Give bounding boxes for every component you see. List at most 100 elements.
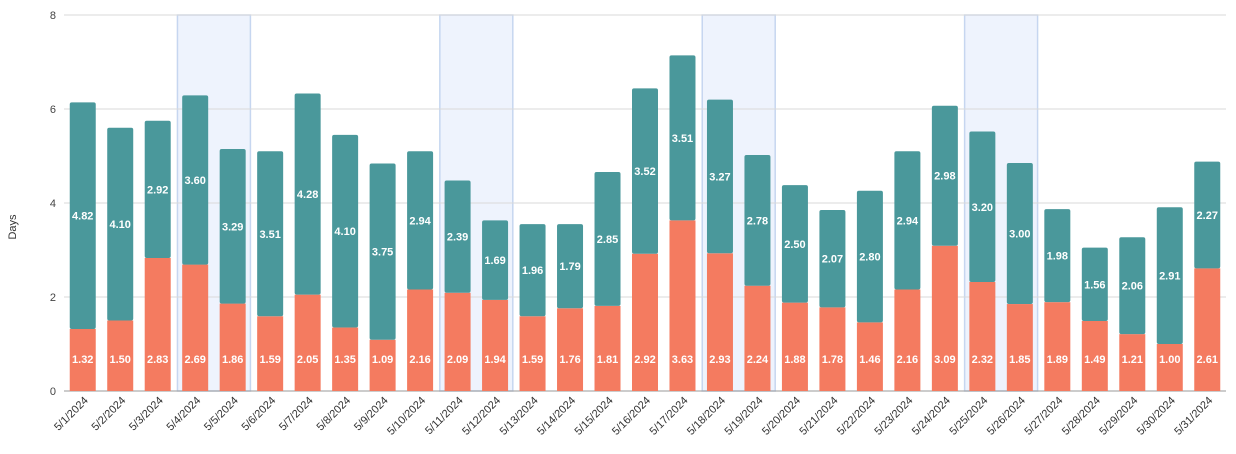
x-tick-label-5-26-2024: 5/26/2024 bbox=[985, 395, 1028, 438]
bar-segment-5-12-2024-s2 bbox=[482, 220, 509, 300]
bar-segment-5-2-2024-s2 bbox=[107, 127, 134, 321]
x-tick-label-5-23-2024: 5/23/2024 bbox=[872, 395, 915, 438]
bar-segment-5-16-2024-s2 bbox=[632, 88, 658, 254]
bar-segment-5-25-2024-s2 bbox=[969, 131, 996, 282]
bar-segment-5-10-2024-s1 bbox=[407, 289, 434, 391]
data-label-5-12-2024-s1: 1.94 bbox=[484, 354, 506, 366]
bar-segment-5-9-2024-s1 bbox=[369, 339, 396, 391]
data-label-5-5-2024-s1: 1.86 bbox=[222, 354, 243, 366]
data-label-5-17-2024-s1: 3.63 bbox=[672, 354, 693, 366]
data-label-5-1-2024-s1: 1.32 bbox=[72, 354, 93, 366]
data-label-5-25-2024-s2: 3.20 bbox=[972, 202, 993, 214]
x-tick-label-5-16-2024: 5/16/2024 bbox=[610, 395, 653, 438]
data-label-5-21-2024-s2: 2.07 bbox=[822, 254, 843, 266]
data-label-5-29-2024-s2: 2.06 bbox=[1122, 281, 1143, 293]
bar-segment-5-28-2024-s1 bbox=[1081, 320, 1108, 391]
data-label-5-14-2024-s1: 1.76 bbox=[559, 354, 580, 366]
x-tick-label-5-18-2024: 5/18/2024 bbox=[685, 395, 728, 438]
bar-segment-5-15-2024-s1 bbox=[594, 305, 621, 391]
data-label-5-15-2024-s1: 1.81 bbox=[597, 354, 618, 366]
data-label-5-27-2024-s1: 1.89 bbox=[1047, 354, 1068, 366]
data-label-5-16-2024-s1: 2.92 bbox=[634, 354, 655, 366]
data-label-5-4-2024-s2: 3.60 bbox=[184, 175, 205, 187]
y-tick-label-4: 4 bbox=[50, 198, 56, 210]
data-label-5-13-2024-s1: 1.59 bbox=[522, 354, 543, 366]
x-tick-label-5-3-2024: 5/3/2024 bbox=[127, 395, 166, 434]
x-tick-label-5-29-2024: 5/29/2024 bbox=[1097, 395, 1140, 438]
bar-segment-5-2-2024-s1 bbox=[107, 320, 134, 391]
bar-segment-5-13-2024-s1 bbox=[519, 316, 546, 391]
bar-segment-5-18-2024-s2 bbox=[706, 99, 733, 254]
y-axis-title: Days bbox=[7, 214, 19, 240]
data-label-5-26-2024-s2: 3.00 bbox=[1009, 229, 1030, 241]
data-label-5-19-2024-s2: 2.78 bbox=[747, 215, 768, 227]
data-label-5-27-2024-s2: 1.98 bbox=[1047, 251, 1068, 263]
bar-segment-5-26-2024-s2 bbox=[1006, 163, 1033, 305]
x-tick-label-5-7-2024: 5/7/2024 bbox=[277, 395, 316, 434]
bar-segment-5-5-2024-s1 bbox=[219, 303, 246, 391]
x-tick-label-5-28-2024: 5/28/2024 bbox=[1060, 395, 1103, 438]
bar-segment-5-1-2024-s2 bbox=[69, 102, 96, 329]
data-label-5-11-2024-s1: 2.09 bbox=[447, 354, 468, 366]
data-labels: 1.32 4.82 1.50 4.10 2.83 2.92 2.69 3.60 1.86 3.29… bbox=[72, 133, 1218, 366]
bar-segment-5-16-2024-s1 bbox=[632, 253, 658, 391]
x-axis-labels: 5/1/20245/2/20245/3/20245/4/20245/5/2024… bbox=[52, 395, 1215, 438]
data-label-5-11-2024-s2: 2.39 bbox=[447, 232, 468, 244]
x-tick-label-5-10-2024: 5/10/2024 bbox=[385, 395, 428, 438]
bar-segment-5-23-2024-s2 bbox=[894, 151, 921, 290]
bar-segment-5-21-2024-s2 bbox=[819, 210, 846, 308]
x-tick-label-5-13-2024: 5/13/2024 bbox=[498, 395, 541, 438]
bar-segment-5-6-2024-s2 bbox=[257, 151, 284, 317]
bar-segment-5-14-2024-s2 bbox=[557, 224, 584, 309]
bar-segment-5-17-2024-s2 bbox=[669, 55, 696, 221]
bar-segment-5-19-2024-s2 bbox=[744, 155, 771, 286]
bar-segment-5-21-2024-s1 bbox=[819, 307, 846, 391]
data-label-5-30-2024-s1: 1.00 bbox=[1159, 354, 1180, 366]
data-label-5-31-2024-s1: 2.61 bbox=[1197, 354, 1218, 366]
data-label-5-18-2024-s2: 3.27 bbox=[709, 171, 730, 183]
bar-segment-5-12-2024-s1 bbox=[482, 299, 509, 391]
bar-segment-5-7-2024-s1 bbox=[294, 294, 321, 391]
x-tick-label-5-15-2024: 5/15/2024 bbox=[573, 395, 616, 438]
y-tick-label-8: 8 bbox=[50, 10, 56, 22]
data-label-5-29-2024-s1: 1.21 bbox=[1122, 354, 1143, 366]
bar-segment-5-24-2024-s2 bbox=[931, 105, 958, 246]
data-label-5-10-2024-s1: 2.16 bbox=[409, 354, 430, 366]
data-label-5-31-2024-s2: 2.27 bbox=[1197, 210, 1218, 222]
bar-segment-5-23-2024-s1 bbox=[894, 289, 921, 391]
data-label-5-10-2024-s2: 2.94 bbox=[409, 215, 431, 227]
data-label-5-28-2024-s2: 1.56 bbox=[1084, 279, 1105, 291]
bar-segment-5-10-2024-s2 bbox=[407, 151, 434, 290]
bar-segment-5-18-2024-s1 bbox=[706, 253, 733, 391]
bar-segment-5-4-2024-s2 bbox=[182, 95, 209, 265]
bar-segment-5-11-2024-s1 bbox=[444, 292, 471, 391]
x-tick-label-5-14-2024: 5/14/2024 bbox=[535, 395, 578, 438]
data-label-5-28-2024-s1: 1.49 bbox=[1084, 354, 1105, 366]
bar-segment-5-3-2024-s2 bbox=[144, 120, 171, 258]
bar-segment-5-31-2024-s1 bbox=[1194, 268, 1221, 391]
data-label-5-6-2024-s2: 3.51 bbox=[259, 229, 280, 241]
data-label-5-24-2024-s2: 2.98 bbox=[934, 171, 955, 183]
data-label-5-3-2024-s1: 2.83 bbox=[147, 354, 168, 366]
x-tick-label-5-22-2024: 5/22/2024 bbox=[835, 395, 878, 438]
data-label-5-19-2024-s1: 2.24 bbox=[747, 354, 769, 366]
bar-segment-5-26-2024-s1 bbox=[1006, 304, 1033, 391]
bar-segment-5-8-2024-s2 bbox=[332, 134, 359, 328]
bar-segment-5-1-2024-s1 bbox=[69, 328, 96, 391]
data-label-5-13-2024-s2: 1.96 bbox=[522, 265, 543, 277]
bar-segment-5-13-2024-s2 bbox=[519, 224, 546, 317]
data-label-5-9-2024-s1: 1.09 bbox=[372, 354, 393, 366]
bar-segment-5-31-2024-s2 bbox=[1194, 161, 1221, 269]
bar-segment-5-22-2024-s2 bbox=[856, 190, 883, 323]
bar-segment-5-24-2024-s1 bbox=[931, 245, 958, 391]
x-tick-label-5-17-2024: 5/17/2024 bbox=[648, 395, 691, 438]
x-tick-label-5-12-2024: 5/12/2024 bbox=[460, 395, 503, 438]
x-tick-label-5-9-2024: 5/9/2024 bbox=[352, 395, 391, 434]
data-label-5-4-2024-s1: 2.69 bbox=[184, 354, 205, 366]
data-label-5-20-2024-s2: 2.50 bbox=[784, 239, 805, 251]
x-tick-label-5-30-2024: 5/30/2024 bbox=[1135, 395, 1178, 438]
data-label-5-8-2024-s2: 4.10 bbox=[334, 226, 355, 238]
data-label-5-6-2024-s1: 1.59 bbox=[259, 354, 280, 366]
